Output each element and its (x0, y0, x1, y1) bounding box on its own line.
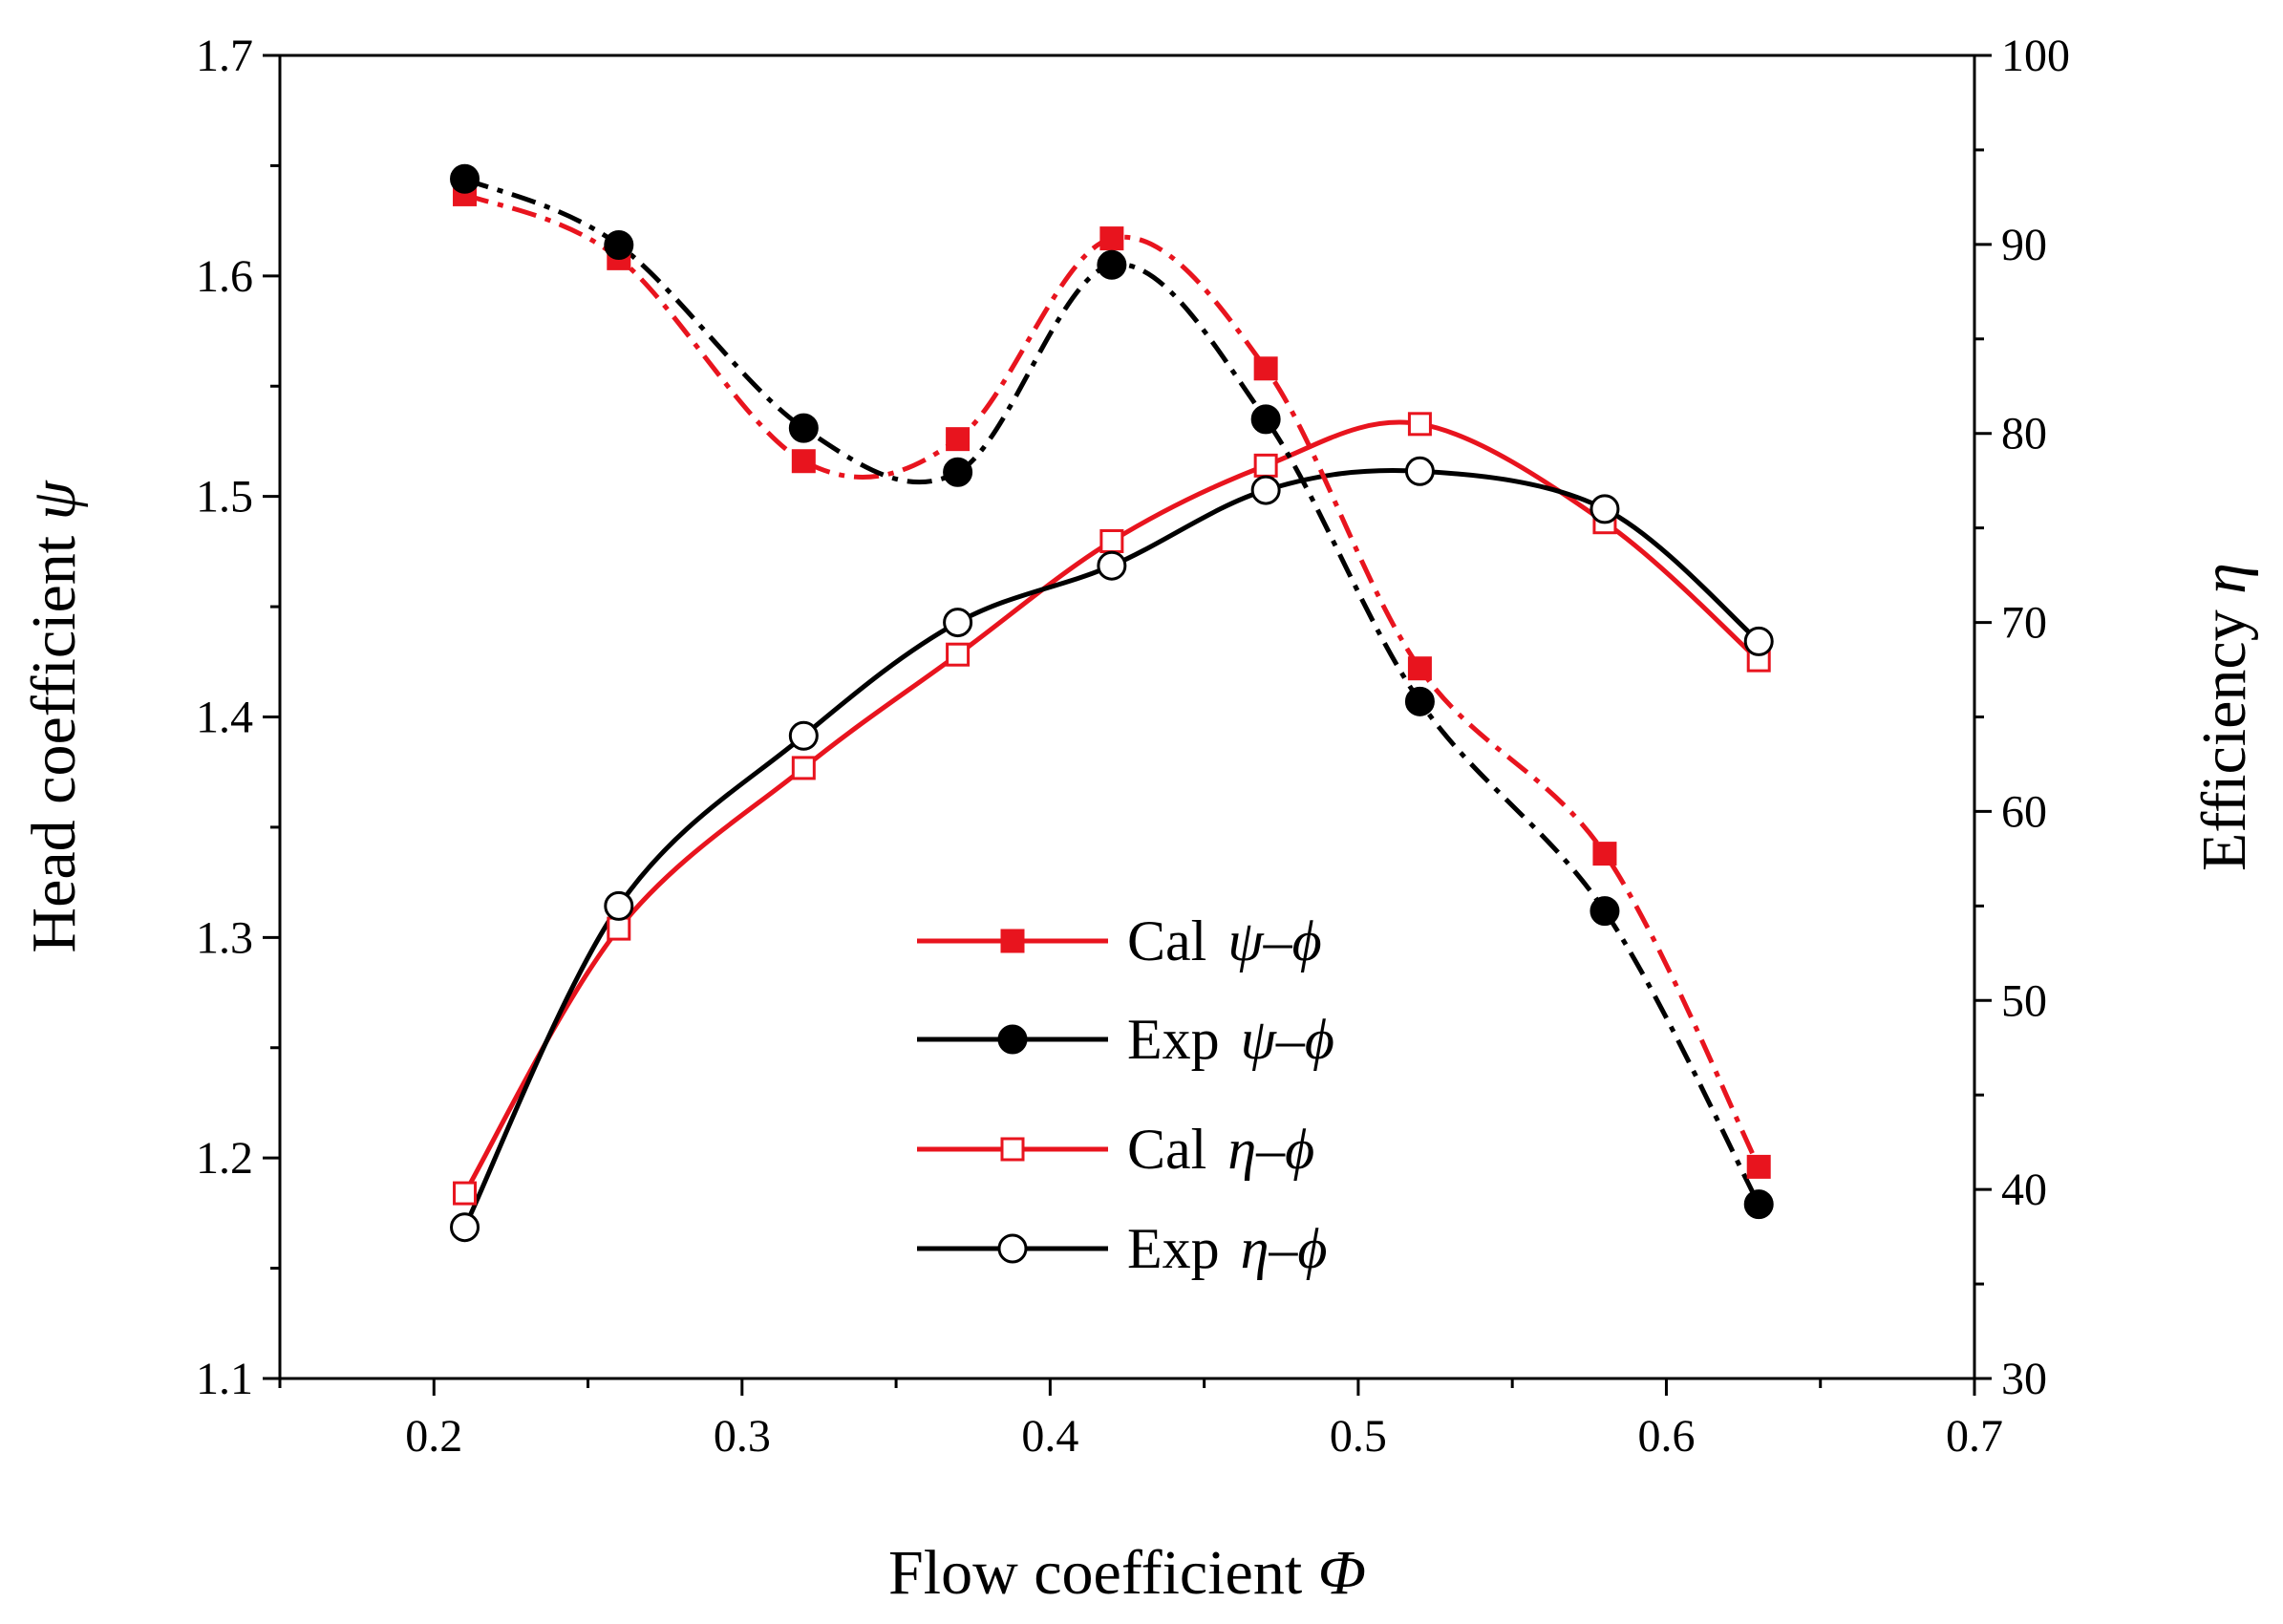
data-point-s2-2 (791, 756, 816, 780)
legend-marker-1 (997, 1024, 1028, 1055)
data-point-s2-3 (946, 642, 971, 667)
data-point-s3-4 (1097, 550, 1127, 581)
x-tick-label: 0.4 (1021, 1411, 1078, 1462)
data-point-s2-4 (1099, 528, 1124, 553)
y-left-tick-label: 1.6 (196, 251, 253, 302)
legend-marker-2 (1000, 1137, 1025, 1162)
y-right-tick-label: 100 (2001, 31, 2070, 81)
x-axis-title-text: Flow coefficient (888, 1538, 1318, 1608)
data-point-s0-4 (1099, 226, 1124, 251)
y-right-tick-label: 70 (2001, 598, 2047, 649)
y-right-tick-label: 40 (2001, 1165, 2047, 1215)
y-left-tick-label: 1.4 (196, 693, 253, 743)
x-tick-label: 0.7 (1946, 1411, 2003, 1462)
legend-entry-prefix: Cal (1127, 1118, 1206, 1181)
legend-entry-1: Exp ψ–ϕ (1127, 1008, 1334, 1071)
legend-entry-symbol: ψ–ϕ (1227, 909, 1321, 972)
legend-marker-3 (997, 1233, 1028, 1264)
axis-titles: Flow coefficient Φ Head coefficient ψ Ef… (19, 480, 2259, 1608)
y-right-tick-label: 30 (2001, 1354, 2047, 1404)
data-point-s0-6 (1407, 656, 1432, 681)
data-point-s2-0 (453, 1181, 478, 1206)
data-point-s3-3 (943, 608, 973, 638)
data-point-s3-7 (1590, 494, 1620, 524)
y-left-tick-label: 1.1 (196, 1354, 253, 1404)
data-point-s1-6 (1404, 686, 1435, 716)
y-left-axis-title: Head coefficient ψ (19, 480, 89, 952)
series-line-3 (462, 467, 1760, 1229)
legend-entry-3: Exp η–ϕ (1127, 1217, 1327, 1280)
data-point-s3-2 (788, 720, 819, 751)
legend-entry-prefix: Exp (1127, 1008, 1220, 1071)
y-left-tick-label: 1.2 (196, 1133, 253, 1184)
data-point-s1-0 (450, 163, 480, 194)
series-line-0 (463, 192, 1761, 1168)
legend-marker-0 (1000, 929, 1025, 953)
y-left-axis-title-text: Head coefficient (19, 520, 89, 952)
data-point-s1-5 (1250, 404, 1281, 435)
data-point-s3-5 (1250, 475, 1281, 505)
data-point-s3-0 (450, 1212, 480, 1243)
legend-entry-symbol: η–ϕ (1241, 1217, 1328, 1280)
x-tick-label: 0.2 (405, 1411, 462, 1462)
data-point-s1-4 (1097, 249, 1127, 280)
legend-entry-symbol: ψ–ϕ (1241, 1008, 1334, 1071)
x-tick-label: 0.6 (1637, 1411, 1695, 1462)
data-point-s1-7 (1590, 896, 1620, 927)
y-right-tick-label: 60 (2001, 786, 2047, 837)
legend-entry-prefix: Cal (1127, 909, 1206, 972)
data-point-s1-2 (788, 413, 819, 443)
x-axis-title: Flow coefficient Φ (888, 1538, 1366, 1608)
y-right-axis-title-symbol: η (2189, 563, 2259, 594)
y-right-tick-label: 50 (2001, 975, 2047, 1026)
legend-entry-2: Cal η–ϕ (1127, 1118, 1314, 1181)
data-point-s3-6 (1404, 456, 1435, 486)
y-right-tick-label: 80 (2001, 409, 2047, 459)
data-point-s1-1 (604, 230, 634, 261)
y-left-tick-label: 1.7 (196, 31, 253, 81)
x-tick-label: 0.5 (1330, 1411, 1387, 1462)
data-point-s0-5 (1253, 356, 1278, 381)
data-point-s2-6 (1407, 412, 1432, 437)
legend-entry-0: Cal ψ–ϕ (1127, 909, 1322, 972)
series-line-2 (462, 419, 1760, 1195)
series-line-1 (463, 176, 1761, 1206)
y-left-tick-label: 1.5 (196, 472, 253, 523)
data-point-s1-3 (943, 457, 973, 487)
data-point-s0-3 (946, 427, 971, 452)
y-left-tick-label: 1.3 (196, 912, 253, 963)
data-point-s0-8 (1746, 1154, 1771, 1179)
y-right-axis-title-text: Efficiency (2189, 594, 2259, 871)
y-right-axis-title: Efficiency η (2189, 563, 2259, 871)
series-layer (450, 163, 1774, 1243)
axes-layer: 0.2 0.3 0.4 0.5 0.6 0.7 1.1 1.2 1.3 1.4 1.5 1.6 1.7 3… (196, 31, 2070, 1462)
data-point-s3-1 (604, 890, 634, 921)
y-left-axis-title-symbol: ψ (19, 480, 89, 520)
data-point-s0-7 (1592, 842, 1617, 866)
y-right-tick-label: 90 (2001, 220, 2047, 270)
data-point-s2-1 (607, 916, 631, 941)
legend-entry-prefix: Exp (1127, 1217, 1220, 1280)
data-point-s0-2 (791, 449, 816, 474)
data-point-s3-8 (1743, 626, 1774, 656)
x-tick-label: 0.3 (714, 1411, 771, 1462)
data-point-s2-5 (1253, 453, 1278, 478)
legend-entry-symbol: η–ϕ (1227, 1118, 1314, 1181)
x-axis-title-symbol: Φ (1318, 1538, 1366, 1608)
data-point-s1-8 (1743, 1189, 1774, 1220)
